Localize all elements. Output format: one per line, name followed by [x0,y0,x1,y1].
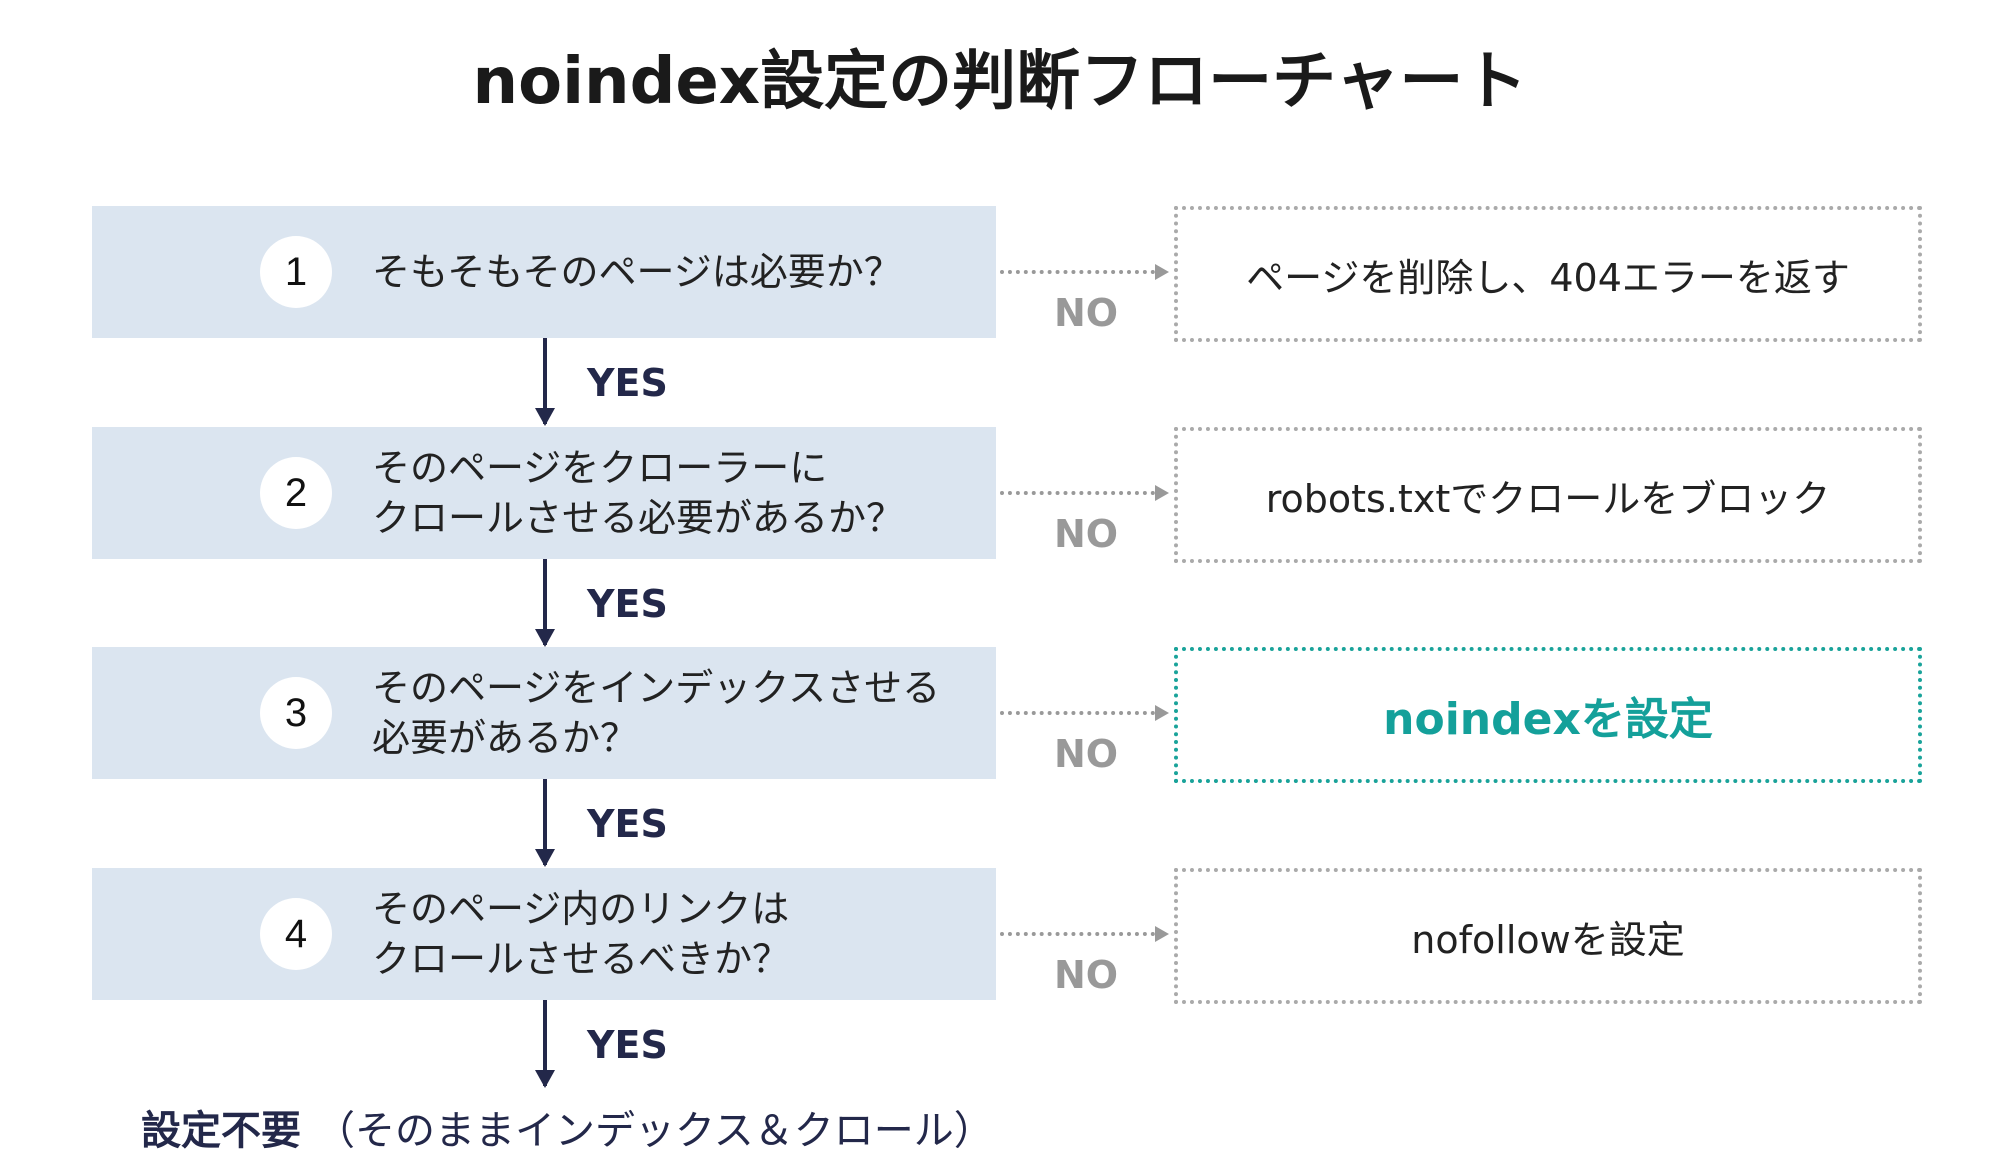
yes-arrow [535,338,555,426]
action-box-3: noindexを設定 [1174,647,1922,783]
no-label: NO [1054,953,1119,997]
page-title: noindex設定の判断フローチャート [472,45,1528,119]
question-text: そのページ内のリンクは クロールさせるべきか？ [372,887,791,981]
action-text: nofollowを設定 [1411,917,1685,962]
question-text: そのページをクローラーに クロールさせる必要があるか？ [372,446,905,540]
no-arrow [1000,264,1169,280]
question-box-4: 4 そのページ内のリンクは クロールさせるべきか？ [92,868,996,1000]
action-box-1: ページを削除し、404エラーを返す [1174,206,1922,342]
yes-label: YES [587,361,668,405]
step-number: 4 [260,898,332,970]
final-result: 設定不要 （そのままインデックス＆クロール） [141,1098,994,1156]
yes-arrow [535,779,555,867]
question-text: そのページをインデックスさせる 必要があるか？ [372,666,941,760]
no-label: NO [1054,732,1119,776]
action-text: robots.txtでクロールをブロック [1265,476,1831,521]
step-number: 2 [260,457,332,529]
final-strong: 設定不要 [141,1108,301,1154]
yes-label: YES [587,802,668,846]
final-note: （そのままインデックス＆クロール） [315,1108,994,1154]
question-box-1: 1 そもそもそのページは必要か？ [92,206,996,338]
question-box-3: 3 そのページをインデックスさせる 必要があるか？ [92,647,996,779]
no-label: NO [1054,512,1119,556]
step-number: 1 [260,236,332,308]
action-text: ページを削除し、404エラーを返す [1246,255,1850,300]
action-box-4: nofollowを設定 [1174,868,1922,1004]
question-box-2: 2 そのページをクローラーに クロールさせる必要があるか？ [92,427,996,559]
question-text: そもそもそのページは必要か？ [372,250,902,294]
yes-label: YES [587,582,668,626]
action-box-2: robots.txtでクロールをブロック [1174,427,1922,563]
step-number: 3 [260,677,332,749]
no-arrow [1000,485,1169,501]
yes-arrow [535,559,555,647]
no-arrow [1000,705,1169,721]
no-arrow [1000,926,1169,942]
yes-label: YES [587,1023,668,1067]
yes-arrow [535,1000,555,1088]
action-text: noindexを設定 [1383,694,1713,745]
no-label: NO [1054,291,1119,335]
